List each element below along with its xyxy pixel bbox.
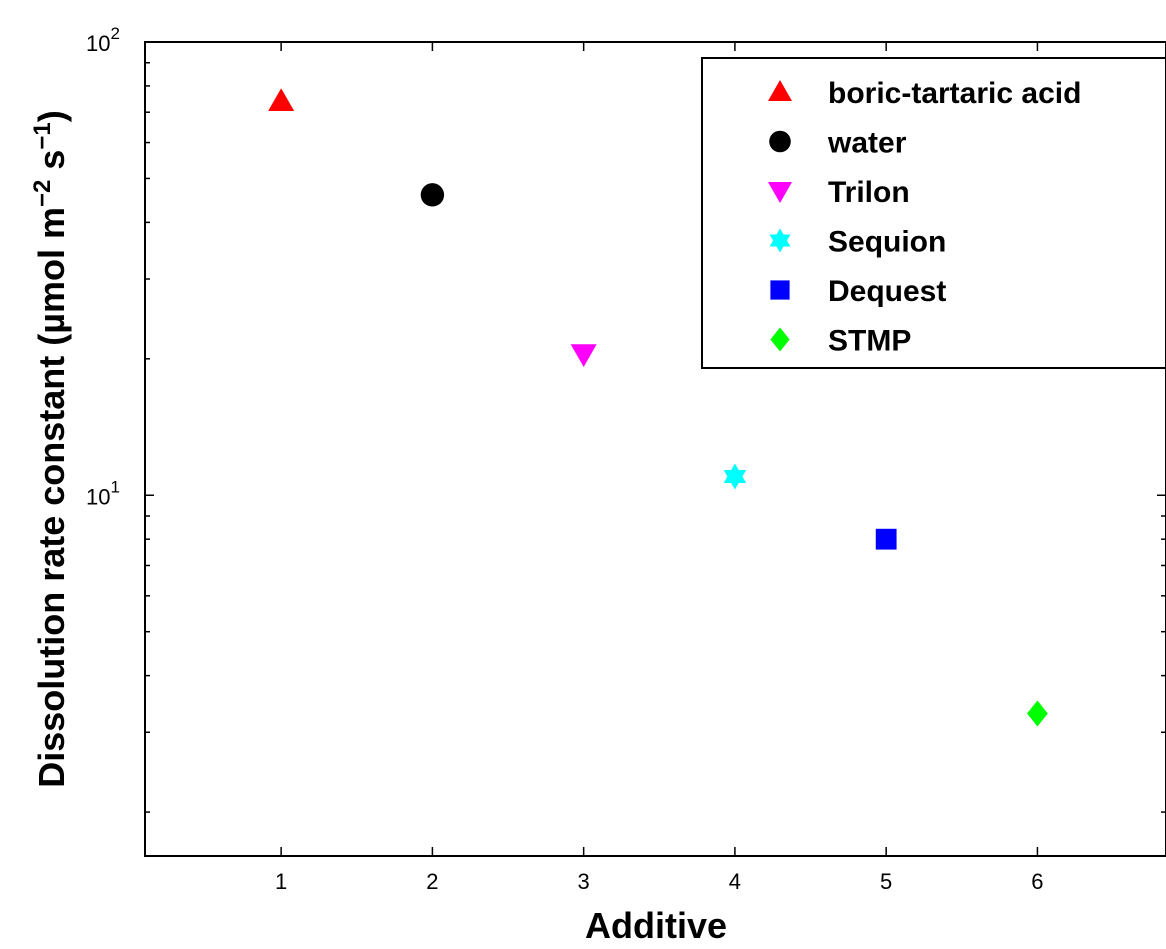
y-tick-label: 101 <box>86 477 120 509</box>
data-point-boric-tartaric-acid <box>268 88 295 112</box>
legend-marker-0 <box>768 80 792 101</box>
legend-marker-2 <box>768 182 792 203</box>
legend-marker-3 <box>769 228 791 253</box>
y-axis-title: Dissolution rate constant (µmol m−2 s−1) <box>29 110 72 788</box>
x-tick-label: 2 <box>426 869 438 894</box>
y-axis-title-sup1: −2 <box>29 180 56 207</box>
y-axis-title-main: Dissolution rate constant (µmol m <box>31 207 72 788</box>
data-point-sequion <box>723 463 747 490</box>
x-axis-title: Additive <box>585 905 727 946</box>
legend-label: Sequion <box>828 226 946 259</box>
y-axis-title-sup2: −1 <box>29 122 56 149</box>
x-tick-label: 6 <box>1031 869 1043 894</box>
data-point-sequion-tri-b <box>723 469 747 490</box>
legend-items: boric-tartaric acid water Trilon Sequion Deq… <box>768 77 1081 358</box>
legend-label: Trilon <box>828 176 910 209</box>
data-point-trilon <box>570 344 597 367</box>
y-axis-ticks: 101 102 <box>86 24 1166 813</box>
x-axis-ticks: 1 2 3 4 5 6 <box>275 42 1044 894</box>
legend-label: Dequest <box>828 275 946 308</box>
y-tick-label: 102 <box>86 24 120 56</box>
legend: boric-tartaric acid water Trilon Sequion Deq… <box>701 57 1166 369</box>
legend-box <box>701 57 1166 369</box>
legend-marker-4 <box>770 280 790 300</box>
data-point-stmp <box>1027 700 1048 727</box>
legend-label: boric-tartaric acid <box>828 77 1081 110</box>
data-point-dequest <box>875 528 897 550</box>
legend-marker-3-tri-b <box>769 234 791 253</box>
y-axis-title-end: ) <box>31 110 72 122</box>
legend-label: STMP <box>828 325 911 358</box>
x-tick-label: 1 <box>275 869 287 894</box>
data-points <box>268 88 1048 727</box>
legend-marker-5 <box>770 327 790 352</box>
x-tick-label: 3 <box>578 869 590 894</box>
x-tick-label: 4 <box>729 869 741 894</box>
x-tick-label: 5 <box>880 869 892 894</box>
y-axis-title-mid: s <box>31 150 72 180</box>
legend-marker-1 <box>769 130 791 153</box>
data-point-water <box>420 183 445 207</box>
legend-label: water <box>827 127 907 160</box>
